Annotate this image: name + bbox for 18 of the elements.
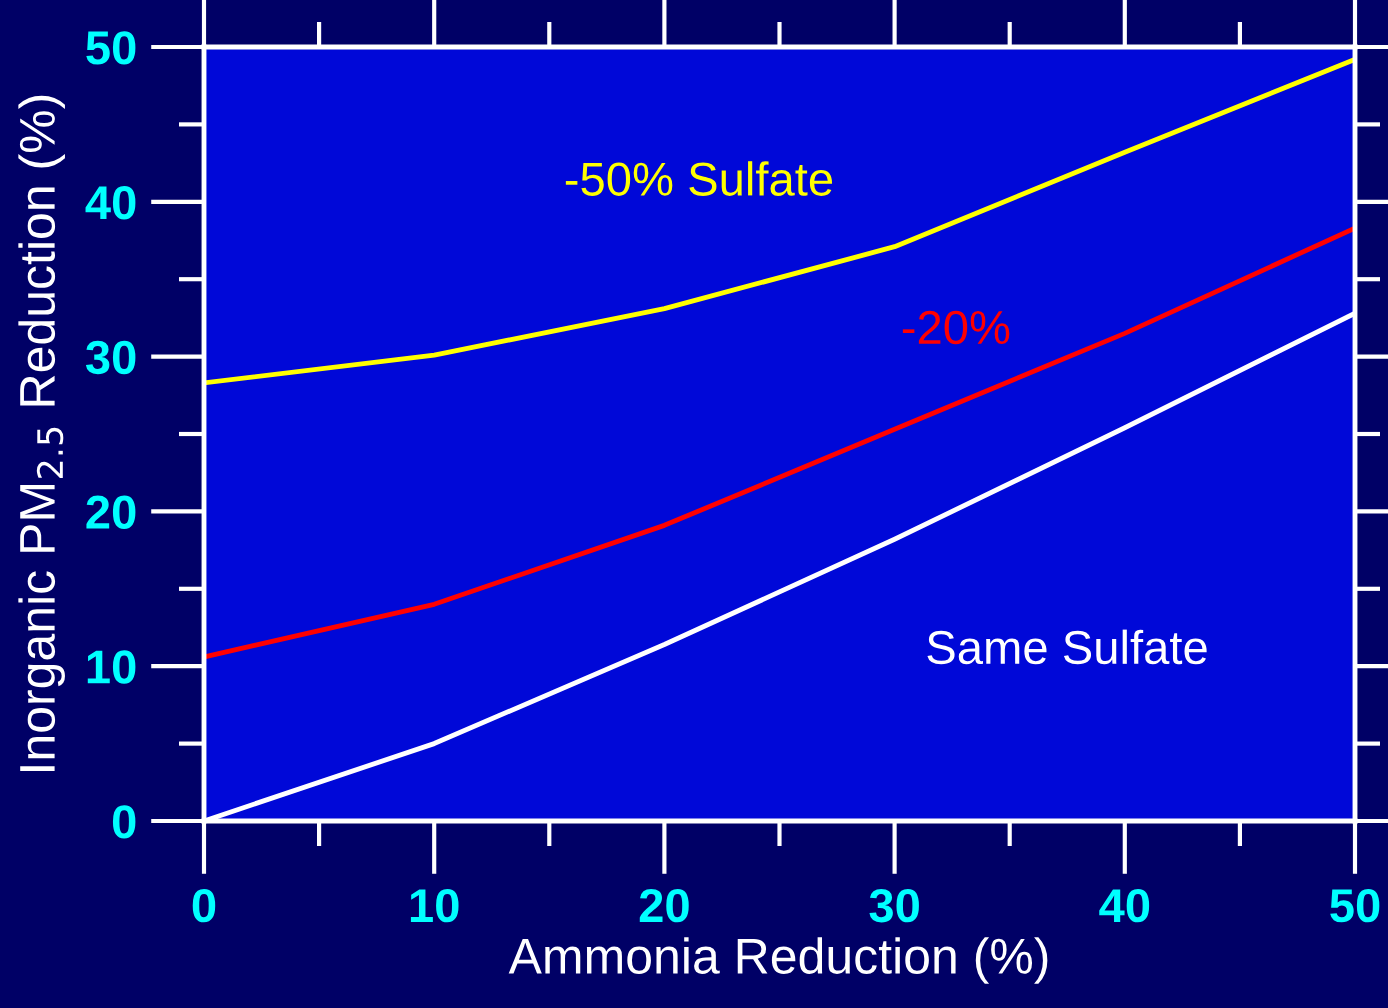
y-tick-label: 40 xyxy=(85,185,136,220)
x-tick-label: 50 xyxy=(1330,888,1380,923)
x-tick-label: 40 xyxy=(1099,888,1150,923)
series-label: -50% Sulfate xyxy=(565,161,833,196)
line-series xyxy=(204,56,1355,386)
x-tick-label: 20 xyxy=(639,888,689,923)
y-axis-title: Inorganic PM$_{2.5}$ Reduction (%) xyxy=(18,95,65,771)
series-label: -20% xyxy=(902,310,1010,345)
x-tick-label: 30 xyxy=(869,888,919,923)
text: Same Sulfate xyxy=(927,629,1207,665)
y-tick-label: 0 xyxy=(112,805,136,839)
y-tick-label: 10 xyxy=(87,650,136,684)
x-axis-title: Ammonia Reduction (%) xyxy=(508,937,1048,984)
y-tick-label: 50 xyxy=(86,31,136,65)
x-tick-label: 10 xyxy=(410,888,459,923)
y-tick-label: 30 xyxy=(85,340,136,375)
y-tick-label: 20 xyxy=(86,495,136,529)
x-tick-label: 0 xyxy=(192,888,216,923)
